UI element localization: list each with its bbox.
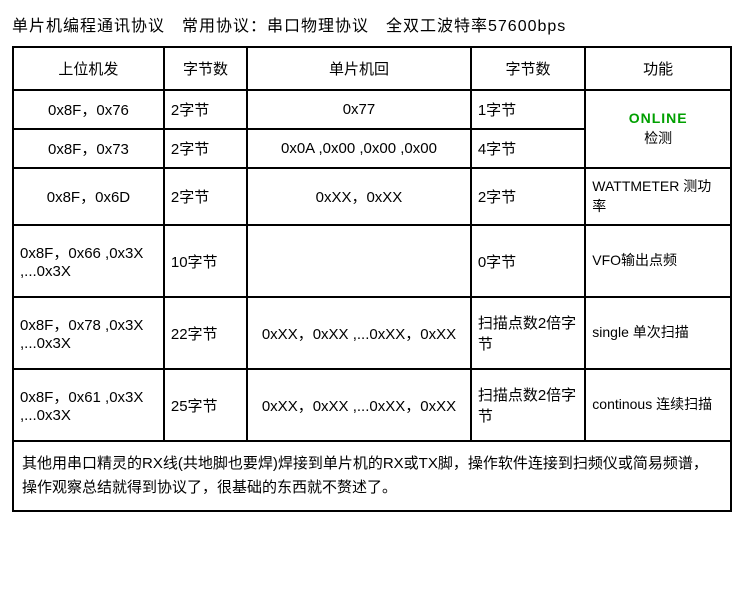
online-sub: 检测 [644, 130, 672, 146]
cell-recv-bytes: 2字节 [471, 168, 585, 225]
header-func: 功能 [585, 47, 731, 90]
cell-send: 0x8F，0x73 [13, 129, 164, 168]
cell-send-bytes: 22字节 [164, 297, 247, 369]
cell-send-bytes: 2字节 [164, 129, 247, 168]
online-label: ONLINE [629, 110, 688, 126]
cell-recv: 0x77 [247, 90, 471, 129]
cell-send: 0x8F，0x78 ,0x3X ,...0x3X [13, 297, 164, 369]
cell-recv: 0x0A ,0x00 ,0x00 ,0x00 [247, 129, 471, 168]
cell-send: 0x8F，0x66 ,0x3X ,...0x3X [13, 225, 164, 297]
table-row: 0x8F，0x6D 2字节 0xXX，0xXX 2字节 WATTMETER 测功… [13, 168, 731, 225]
footer-note: 其他用串口精灵的RX线(共地脚也要焊)焊接到单片机的RX或TX脚，操作软件连接到… [13, 441, 731, 511]
cell-recv-bytes: 0字节 [471, 225, 585, 297]
table-header-row: 上位机发 字节数 单片机回 字节数 功能 [13, 47, 731, 90]
table-row: 0x8F，0x78 ,0x3X ,...0x3X 22字节 0xXX，0xXX … [13, 297, 731, 369]
cell-send: 0x8F，0x61 ,0x3X ,...0x3X [13, 369, 164, 441]
cell-recv [247, 225, 471, 297]
header-send-bytes: 字节数 [164, 47, 247, 90]
protocol-table: 上位机发 字节数 单片机回 字节数 功能 0x8F，0x76 2字节 0x77 … [12, 46, 732, 512]
cell-recv-bytes: 4字节 [471, 129, 585, 168]
cell-func: WATTMETER 测功率 [585, 168, 731, 225]
cell-recv-bytes: 扫描点数2倍字节 [471, 297, 585, 369]
cell-send-bytes: 2字节 [164, 90, 247, 129]
header-send: 上位机发 [13, 47, 164, 90]
header-recv: 单片机回 [247, 47, 471, 90]
table-row: 0x8F，0x61 ,0x3X ,...0x3X 25字节 0xXX，0xXX … [13, 369, 731, 441]
cell-recv: 0xXX，0xXX ,...0xXX，0xXX [247, 369, 471, 441]
cell-func-online: ONLINE 检测 [585, 90, 731, 168]
table-row: 0x8F，0x66 ,0x3X ,...0x3X 10字节 0字节 VFO输出点… [13, 225, 731, 297]
cell-recv: 0xXX，0xXX [247, 168, 471, 225]
page-title: 单片机编程通讯协议 常用协议：串口物理协议 全双工波特率57600bps [12, 12, 738, 36]
cell-send-bytes: 25字节 [164, 369, 247, 441]
cell-func: VFO输出点频 [585, 225, 731, 297]
header-recv-bytes: 字节数 [471, 47, 585, 90]
cell-send-bytes: 2字节 [164, 168, 247, 225]
cell-send: 0x8F，0x76 [13, 90, 164, 129]
table-footer-row: 其他用串口精灵的RX线(共地脚也要焊)焊接到单片机的RX或TX脚，操作软件连接到… [13, 441, 731, 511]
table-row: 0x8F，0x76 2字节 0x77 1字节 ONLINE 检测 [13, 90, 731, 129]
cell-recv-bytes: 1字节 [471, 90, 585, 129]
cell-recv-bytes: 扫描点数2倍字节 [471, 369, 585, 441]
cell-recv: 0xXX，0xXX ,...0xXX，0xXX [247, 297, 471, 369]
cell-func: continous 连续扫描 [585, 369, 731, 441]
cell-func: single 单次扫描 [585, 297, 731, 369]
cell-send: 0x8F，0x6D [13, 168, 164, 225]
cell-send-bytes: 10字节 [164, 225, 247, 297]
